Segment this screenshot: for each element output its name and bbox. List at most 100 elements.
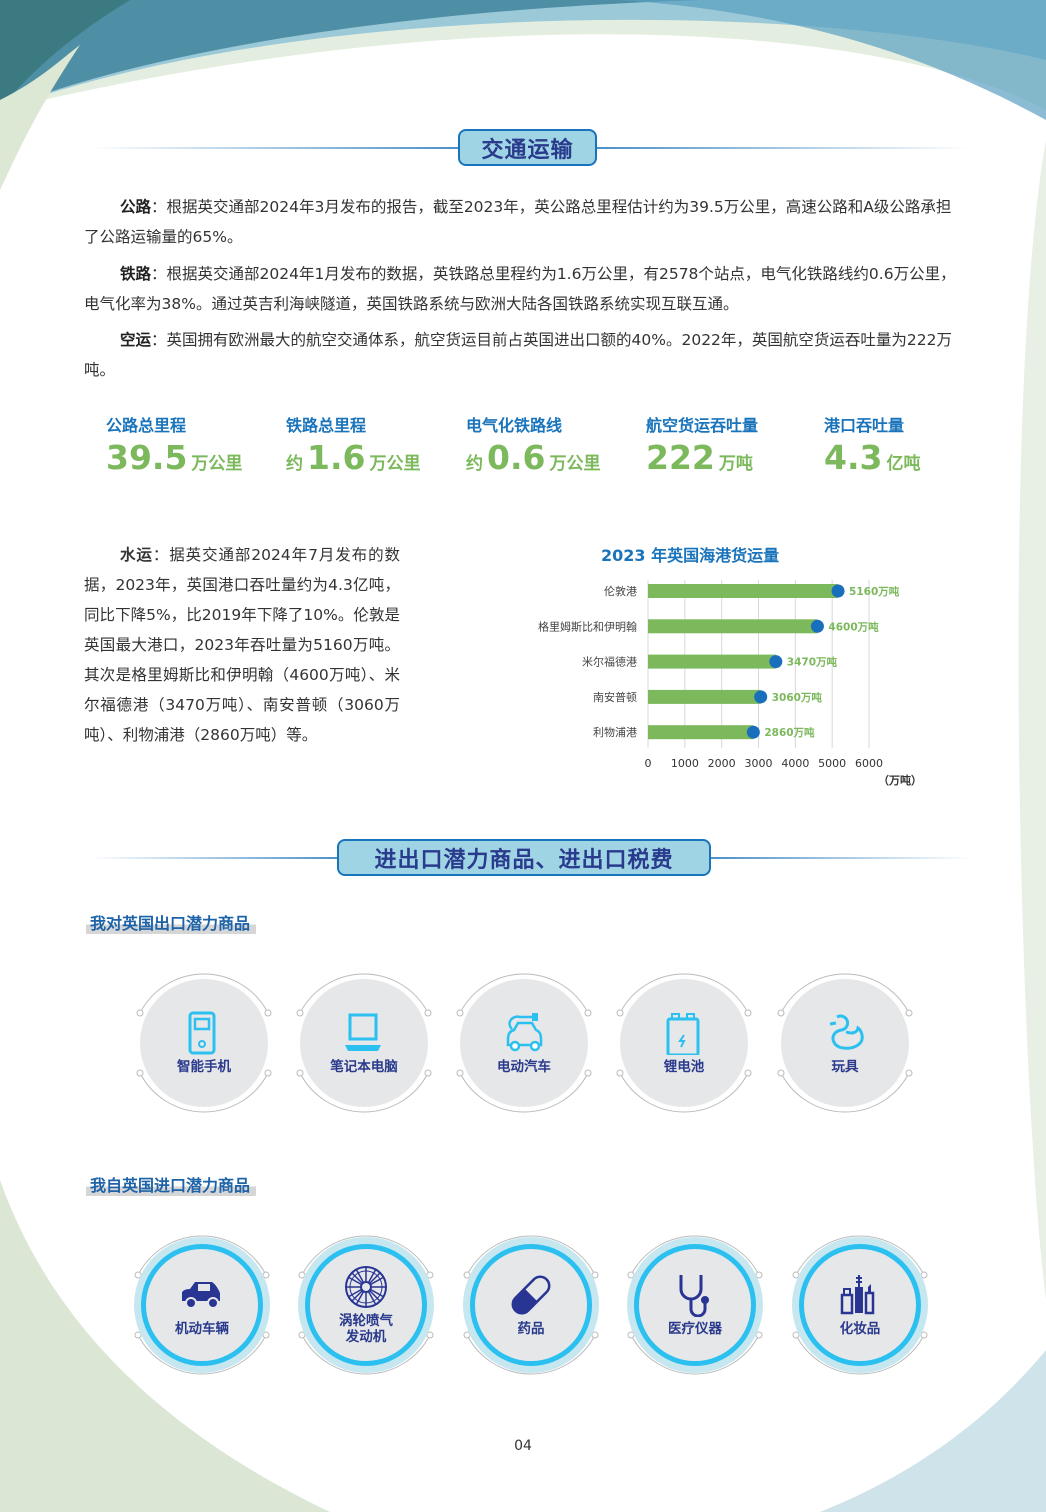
text: ：根据英交通部2024年3月发布的报告，截至2023年，英公路总里程估计约为39… xyxy=(84,198,952,246)
decorative-arc xyxy=(301,1235,431,1276)
arc-node xyxy=(136,1069,144,1077)
divider xyxy=(90,857,340,859)
arc-node xyxy=(744,1069,752,1077)
arc-node xyxy=(424,1069,432,1077)
stat-item: 航空货运吞吐量 222 万吨 xyxy=(646,412,758,477)
stat-unit: 万公里 xyxy=(191,454,243,474)
stat-label: 铁路总里程 xyxy=(286,416,367,435)
arc-node xyxy=(616,1069,624,1077)
decorative-arc xyxy=(630,1334,760,1375)
x-tick-label: 1000 xyxy=(671,757,699,770)
section-title-trade: 进出口潜力商品、进出口税费 xyxy=(337,839,711,876)
stat-unit: 万吨 xyxy=(718,454,753,474)
electric-car-icon xyxy=(506,1013,543,1052)
decorative-arc xyxy=(780,1072,910,1113)
export-heading: 我对英国出口潜力商品 xyxy=(86,910,257,934)
data-label: 3060万吨 xyxy=(772,691,823,704)
cosmetics-icon xyxy=(840,1275,875,1315)
stat-number: 222 xyxy=(646,438,715,477)
arc-node xyxy=(456,1069,464,1077)
x-tick-label: 6000 xyxy=(855,757,883,770)
decorative-arc xyxy=(139,1072,269,1113)
decorative-arc xyxy=(459,1072,589,1113)
text: ：据英交通部2024年7月发布的数据，2023年，英国港口吞吐量约为4.3亿吨，… xyxy=(84,546,400,744)
item-label: 玩具 xyxy=(831,1059,859,1075)
export-item: 笔记本电脑 xyxy=(300,979,428,1107)
category-label: 伦敦港 xyxy=(604,584,637,598)
x-tick-label: 3000 xyxy=(745,757,773,770)
bar xyxy=(648,725,754,740)
item-label: 涡轮喷气 发动机 xyxy=(339,1313,393,1345)
stat-prefix: 约 xyxy=(466,454,483,474)
paragraph-water: 水运：据英交通部2024年7月发布的数据，2023年，英国港口吞吐量约为4.3亿… xyxy=(84,540,400,750)
arc-node xyxy=(296,1069,304,1077)
x-tick-label: 2000 xyxy=(708,757,736,770)
arc-node xyxy=(456,1009,464,1017)
decorative-arc xyxy=(795,1334,925,1375)
decorative-arc xyxy=(459,973,589,1014)
stat-number: 39.5 xyxy=(106,438,188,477)
decorative-arc xyxy=(630,1235,760,1276)
category-label: 米尔福德港 xyxy=(582,655,637,669)
pill-icon xyxy=(511,1275,551,1315)
export-item: 玩具 xyxy=(781,979,909,1107)
bar-end-marker xyxy=(831,584,845,598)
text: ：根据英交通部2024年1月发布的数据，英铁路总里程约为1.6万公里，有2578… xyxy=(84,265,956,313)
arc-node xyxy=(296,1009,304,1017)
import-heading: 我自英国进口潜力商品 xyxy=(86,1172,257,1196)
stat-unit: 亿吨 xyxy=(886,454,921,474)
decorative-arc xyxy=(619,1072,749,1113)
bar xyxy=(648,689,761,704)
stat-unit: 万公里 xyxy=(549,454,601,474)
text: ：英国拥有欧洲最大的航空交通体系，航空货运目前占英国进出口额的40%。2022年… xyxy=(84,331,953,379)
bar-end-marker xyxy=(810,619,824,633)
decorative-arc xyxy=(795,1235,925,1276)
x-tick-label: 5000 xyxy=(818,757,846,770)
stat-label: 公路总里程 xyxy=(106,416,187,435)
smartphone-icon xyxy=(188,1011,216,1055)
item-label: 药品 xyxy=(517,1321,545,1337)
arc-node xyxy=(744,1009,752,1017)
paragraph-road: 公路：根据英交通部2024年3月发布的报告，截至2023年，英公路总里程估计约为… xyxy=(84,192,964,252)
decorative-arc xyxy=(466,1334,596,1375)
category-label: 利物浦港 xyxy=(593,725,637,739)
battery-icon xyxy=(666,1013,700,1055)
stat-number: 4.3 xyxy=(824,438,883,477)
bar xyxy=(648,654,776,669)
import-item: 机动车辆 xyxy=(134,1237,270,1373)
stat-label: 港口吞吐量 xyxy=(824,416,905,435)
decorative-arc xyxy=(139,973,269,1014)
arc-node xyxy=(264,1009,272,1017)
decorative-arc xyxy=(780,973,910,1014)
arc-node xyxy=(136,1009,144,1017)
data-label: 4600万吨 xyxy=(828,620,879,633)
duck-toy-icon xyxy=(829,1014,864,1050)
item-label: 锂电池 xyxy=(663,1059,705,1075)
stat-value: 约 1.6 万公里 xyxy=(286,438,420,477)
x-tick-label: 0 xyxy=(645,757,652,770)
stat-number: 1.6 xyxy=(307,438,366,477)
data-label: 3470万吨 xyxy=(787,656,838,669)
import-item: 药品 xyxy=(463,1237,599,1373)
bar-end-marker xyxy=(754,690,768,704)
import-item: 医疗仪器 xyxy=(627,1237,763,1373)
item-label: 智能手机 xyxy=(177,1059,231,1075)
stat-value: 222 万吨 xyxy=(646,438,758,477)
decorative-arc xyxy=(301,1334,431,1375)
category-label: 格里姆斯比和伊明翰 xyxy=(538,619,637,633)
x-tick-label: 4000 xyxy=(781,757,809,770)
arc-node xyxy=(616,1009,624,1017)
export-item: 智能手机 xyxy=(140,979,268,1107)
item-label: 笔记本电脑 xyxy=(330,1059,398,1075)
divider xyxy=(710,857,970,859)
label: 水运 xyxy=(120,546,153,564)
export-item: 电动汽车 xyxy=(460,979,588,1107)
data-label: 2860万吨 xyxy=(764,726,815,739)
arc-node xyxy=(584,1009,592,1017)
stat-value: 39.5 万公里 xyxy=(106,438,242,477)
arc-node xyxy=(777,1069,785,1077)
stat-label: 电气化铁路线 xyxy=(466,416,563,435)
arc-node xyxy=(424,1009,432,1017)
x-unit-label: （万吨） xyxy=(878,773,922,787)
